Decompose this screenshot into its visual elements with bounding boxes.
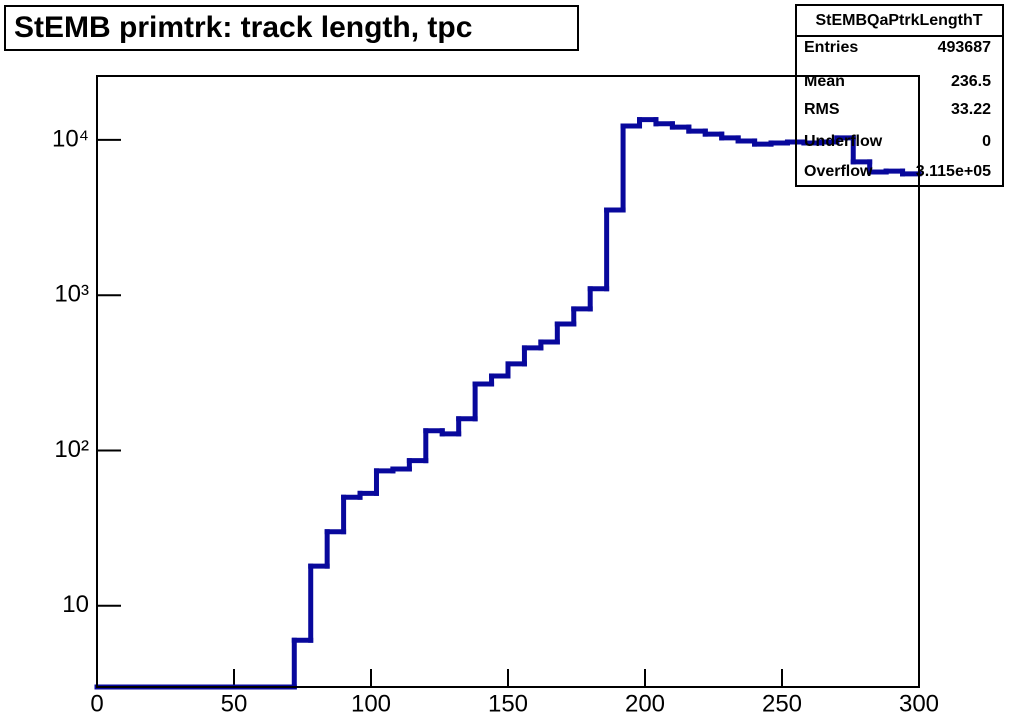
x-tick-label: 200 bbox=[625, 690, 665, 717]
x-tick-label: 100 bbox=[351, 690, 391, 717]
stats-value: 3.115e+05 bbox=[916, 163, 991, 180]
y-tick-label: 10 bbox=[62, 591, 89, 618]
y-tick-label: 10² bbox=[54, 436, 89, 463]
chart-title: StEMB primtrk: track length, tpc bbox=[14, 11, 472, 44]
stats-value: 236.5 bbox=[951, 73, 991, 90]
stats-label: Overflow bbox=[804, 163, 873, 180]
x-tick-label: 50 bbox=[221, 690, 248, 717]
x-tick-label: 300 bbox=[899, 690, 939, 717]
x-tick-label: 0 bbox=[90, 690, 103, 717]
x-tick-label: 150 bbox=[488, 690, 528, 717]
stats-label: Mean bbox=[804, 73, 845, 90]
frame bbox=[96, 75, 920, 688]
stats-title: StEMBQaPtrkLengthT bbox=[815, 12, 982, 29]
y-tick-label: 10⁴ bbox=[52, 125, 89, 152]
stats-label: RMS bbox=[804, 101, 840, 118]
stats-box bbox=[795, 4, 1004, 187]
title-box bbox=[4, 5, 579, 51]
stats-label: Entries bbox=[804, 39, 858, 56]
stats-value: 493687 bbox=[938, 39, 991, 56]
stats-value: 0 bbox=[982, 133, 991, 150]
y-tick-label: 10³ bbox=[54, 281, 89, 308]
x-tick-label: 250 bbox=[762, 690, 802, 717]
stats-value: 33.22 bbox=[951, 101, 991, 118]
stats-label: Underflow bbox=[804, 133, 883, 150]
